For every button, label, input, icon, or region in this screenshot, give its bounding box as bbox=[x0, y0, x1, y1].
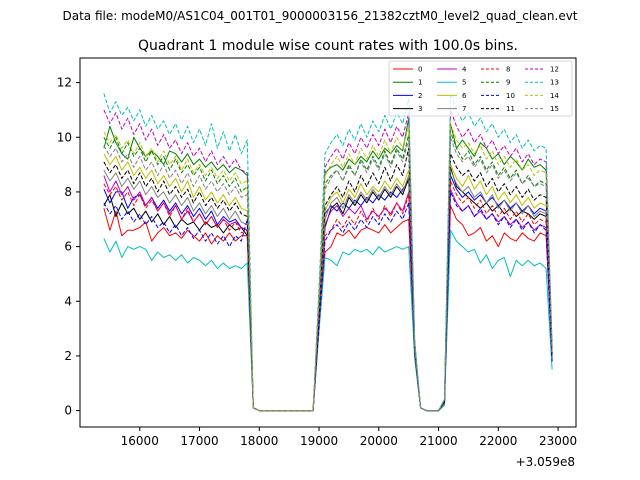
legend-label-8: 8 bbox=[506, 66, 510, 74]
y-tick-label: 0 bbox=[64, 404, 72, 418]
legend-box bbox=[388, 60, 573, 117]
series-line-15 bbox=[103, 136, 553, 412]
legend-label-4: 4 bbox=[462, 66, 467, 74]
x-tick-label: 22000 bbox=[479, 434, 517, 448]
legend-label-5: 5 bbox=[462, 79, 466, 87]
series-line-11 bbox=[103, 147, 553, 412]
series-line-6 bbox=[103, 153, 553, 412]
x-tick-label: 19000 bbox=[300, 434, 338, 448]
plot-area-frame bbox=[79, 57, 577, 428]
legend-label-12: 12 bbox=[550, 66, 559, 74]
legend-label-6: 6 bbox=[462, 92, 467, 100]
legend-label-0: 0 bbox=[418, 66, 422, 74]
y-tick-label: 8 bbox=[64, 185, 72, 199]
series-line-0 bbox=[103, 205, 553, 412]
y-tick-label: 12 bbox=[57, 76, 72, 90]
chart-title: Quadrant 1 module wise count rates with … bbox=[138, 38, 518, 54]
series-line-10 bbox=[103, 191, 553, 412]
legend-label-7: 7 bbox=[462, 105, 466, 113]
x-tick-label: 16000 bbox=[121, 434, 159, 448]
x-tick-label: 20000 bbox=[360, 434, 398, 448]
x-tick-label: 17000 bbox=[180, 434, 218, 448]
series-line-5 bbox=[103, 229, 553, 412]
legend-label-10: 10 bbox=[506, 92, 515, 100]
series-line-8 bbox=[103, 180, 553, 412]
y-tick-label: 4 bbox=[64, 294, 72, 308]
y-tick-label: 2 bbox=[64, 349, 72, 363]
series-line-7 bbox=[103, 169, 553, 412]
x-tick-label: 21000 bbox=[419, 434, 457, 448]
y-tick-label: 6 bbox=[64, 240, 72, 254]
legend-label-2: 2 bbox=[418, 92, 422, 100]
legend-label-15: 15 bbox=[550, 105, 559, 113]
series-line-12 bbox=[103, 109, 553, 412]
legend-label-3: 3 bbox=[418, 105, 422, 113]
x-tick-label: 18000 bbox=[240, 434, 278, 448]
series-line-1 bbox=[103, 117, 553, 412]
series-line-9 bbox=[103, 131, 553, 412]
legend-label-11: 11 bbox=[506, 105, 515, 113]
legend-label-9: 9 bbox=[506, 79, 510, 87]
x-tick-label: 23000 bbox=[539, 434, 577, 448]
x-offset-label: +3.059e8 bbox=[516, 455, 575, 469]
legend-label-13: 13 bbox=[550, 79, 559, 87]
series-line-13 bbox=[103, 93, 553, 412]
chart-suptitle: Data file: modeM0/AS1C04_001T01_90000031… bbox=[62, 9, 577, 23]
legend-label-14: 14 bbox=[550, 92, 559, 100]
legend-label-1: 1 bbox=[418, 79, 422, 87]
y-tick-label: 10 bbox=[57, 130, 72, 144]
